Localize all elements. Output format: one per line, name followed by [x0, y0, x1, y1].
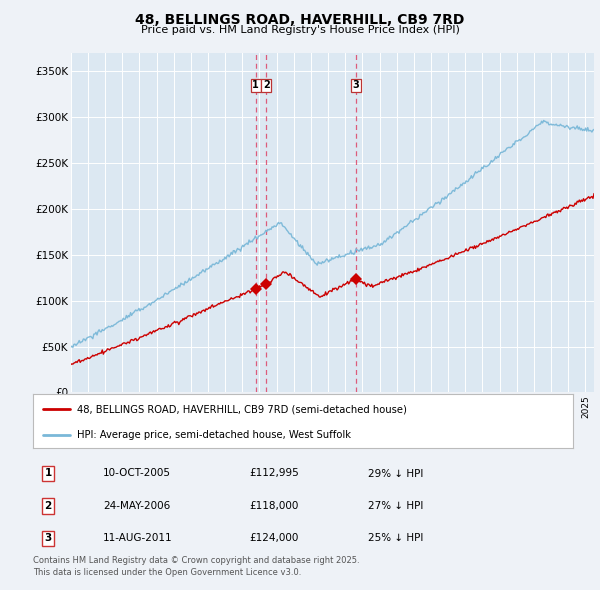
Text: 1: 1 — [44, 468, 52, 478]
Text: Price paid vs. HM Land Registry's House Price Index (HPI): Price paid vs. HM Land Registry's House … — [140, 25, 460, 35]
Text: £112,995: £112,995 — [249, 468, 299, 478]
Text: £118,000: £118,000 — [249, 501, 298, 511]
Text: 3: 3 — [44, 533, 52, 543]
Text: 2: 2 — [263, 80, 269, 90]
Text: 48, BELLINGS ROAD, HAVERHILL, CB9 7RD: 48, BELLINGS ROAD, HAVERHILL, CB9 7RD — [136, 13, 464, 27]
Text: 24-MAY-2006: 24-MAY-2006 — [103, 501, 170, 511]
Text: 11-AUG-2011: 11-AUG-2011 — [103, 533, 173, 543]
Text: 3: 3 — [352, 80, 359, 90]
Text: 27% ↓ HPI: 27% ↓ HPI — [368, 501, 423, 511]
Text: This data is licensed under the Open Government Licence v3.0.: This data is licensed under the Open Gov… — [33, 568, 301, 576]
Text: 10-OCT-2005: 10-OCT-2005 — [103, 468, 171, 478]
Text: £124,000: £124,000 — [249, 533, 298, 543]
Text: 1: 1 — [253, 80, 259, 90]
Text: HPI: Average price, semi-detached house, West Suffolk: HPI: Average price, semi-detached house,… — [77, 430, 351, 440]
Text: 48, BELLINGS ROAD, HAVERHILL, CB9 7RD (semi-detached house): 48, BELLINGS ROAD, HAVERHILL, CB9 7RD (s… — [77, 404, 407, 414]
Text: Contains HM Land Registry data © Crown copyright and database right 2025.: Contains HM Land Registry data © Crown c… — [33, 556, 359, 565]
Text: 2: 2 — [44, 501, 52, 511]
Text: 25% ↓ HPI: 25% ↓ HPI — [368, 533, 423, 543]
Text: 29% ↓ HPI: 29% ↓ HPI — [368, 468, 423, 478]
